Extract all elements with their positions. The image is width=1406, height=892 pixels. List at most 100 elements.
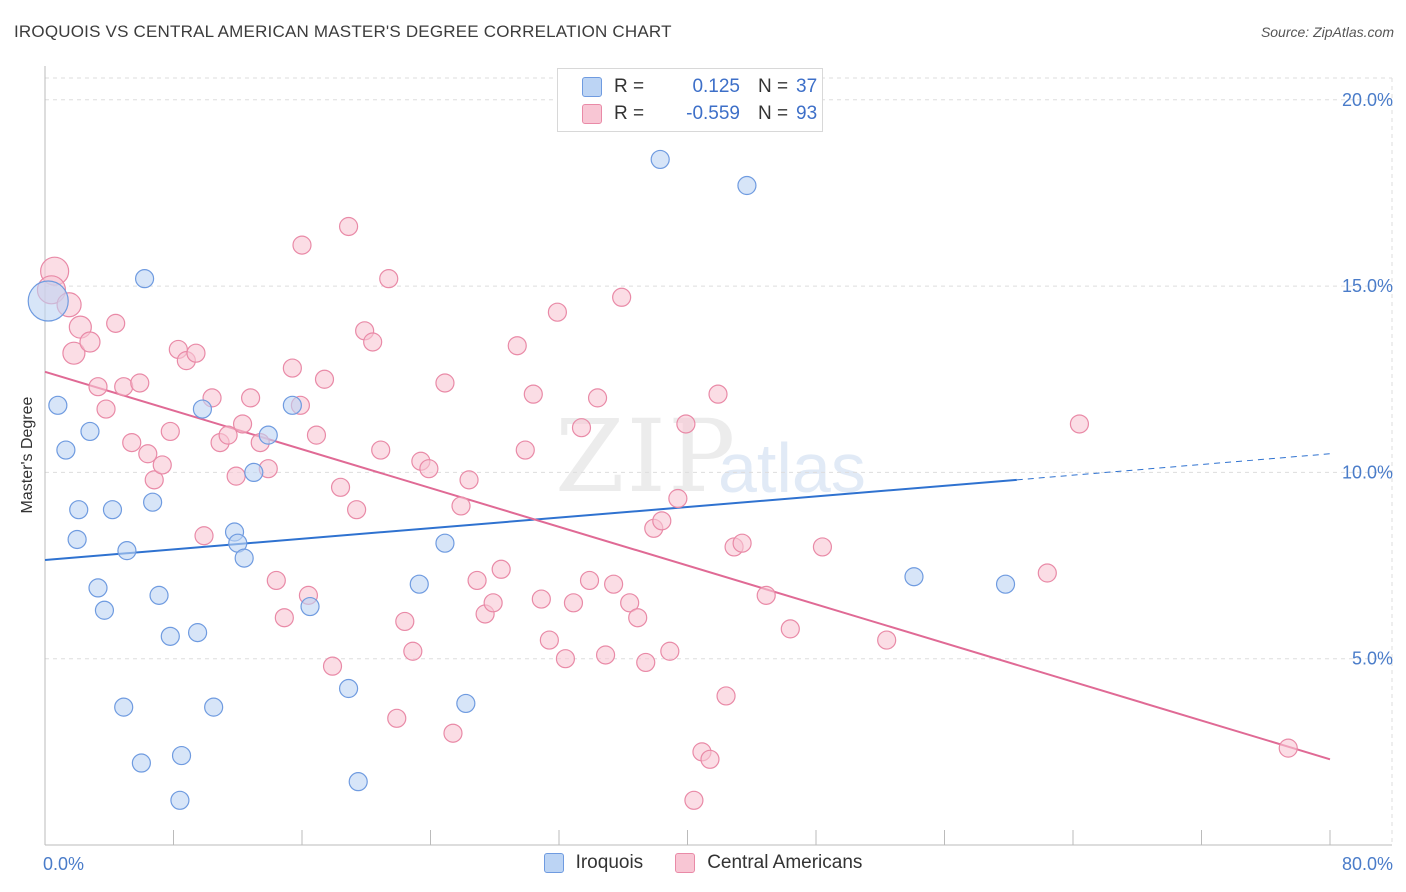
central-americans-point — [122, 432, 142, 453]
central-americans-point — [563, 593, 584, 613]
central-americans-point — [539, 630, 559, 650]
central-americans-point — [628, 608, 648, 628]
central-americans-point — [515, 440, 535, 460]
central-americans-point — [232, 414, 253, 434]
central-americans-point — [812, 537, 833, 557]
iroquois-point — [348, 772, 368, 792]
y-tick-label: 15.0% — [1342, 276, 1393, 296]
source-label: Source: ZipAtlas.com — [1260, 24, 1394, 40]
central-americans-point — [330, 477, 351, 497]
iroquois-swatch — [582, 77, 602, 97]
iroquois-point — [300, 596, 320, 617]
axes — [44, 66, 1392, 846]
iroquois-point — [737, 175, 757, 196]
legend-n-label: N = — [758, 76, 789, 97]
central-americans-point — [274, 608, 294, 628]
x-tick-label: 80.0% — [1342, 854, 1393, 874]
central-americans-point — [403, 641, 423, 661]
gridlines — [45, 77, 1393, 845]
central-americans-point — [395, 611, 415, 632]
central-americans-point — [114, 377, 134, 397]
iroquois-point — [69, 500, 89, 520]
central-americans-point — [443, 723, 463, 743]
central-americans-point — [88, 377, 108, 397]
y-tick-label: 5.0% — [1352, 649, 1393, 669]
central-americans-point — [160, 421, 180, 442]
central-americans-point — [652, 511, 672, 531]
central-americans-point — [491, 559, 511, 579]
iroquois-point — [27, 280, 69, 322]
iroquois-point — [409, 574, 429, 594]
legend-n-value: 93 — [796, 103, 818, 124]
iroquois-point — [904, 567, 924, 587]
y-tick-label: 20.0% — [1342, 90, 1393, 110]
iroquois-point — [131, 753, 151, 773]
iroquois-point — [456, 693, 476, 714]
iroquois-point — [171, 745, 192, 766]
central-americans-point — [780, 619, 800, 639]
central-americans-point — [612, 287, 632, 307]
central-americans-point — [194, 526, 214, 546]
central-americans-point — [483, 593, 503, 613]
central-americans-point — [379, 269, 399, 289]
trend-line-extension — [1016, 453, 1331, 481]
central-americans-point — [531, 589, 551, 609]
central-americans-point — [877, 630, 897, 650]
iroquois-point — [160, 626, 180, 646]
iroquois-point — [244, 462, 264, 483]
central-americans-point — [579, 570, 600, 591]
iroquois-point — [258, 425, 278, 445]
iroquois-point — [56, 440, 76, 460]
iroquois-point — [995, 574, 1016, 594]
central-americans-point — [571, 418, 592, 438]
iroquois-point — [94, 600, 115, 620]
legend-r-value: 0.125 — [692, 76, 740, 97]
central-americans-point — [555, 649, 576, 669]
central-americans-point — [96, 399, 116, 419]
iroquois-point — [67, 529, 87, 550]
legend-r-value: -0.559 — [686, 103, 740, 124]
legend-row-central-americans: R = -0.559 N = 93 — [582, 101, 817, 127]
central-americans-point — [306, 425, 327, 445]
central-americans-point — [507, 336, 527, 356]
central-americans-point — [636, 652, 656, 673]
central-americans-point — [676, 414, 696, 434]
central-americans-point — [79, 331, 101, 353]
legend-n-value: 37 — [796, 76, 818, 97]
iroquois-point — [114, 697, 134, 717]
legend-item-central-americans: Central Americans — [675, 852, 862, 874]
chart-title: IROQUOIS VS CENTRAL AMERICAN MASTER'S DE… — [14, 22, 672, 41]
central-americans-point — [604, 574, 624, 594]
legend-label-iroquois: Iroquois — [575, 852, 644, 873]
central-americans-point — [62, 341, 86, 365]
series-legend: Iroquois Central Americans — [0, 852, 1406, 874]
legend-r-label: R = — [614, 103, 645, 124]
central-americans-point — [459, 470, 479, 490]
central-americans-point — [1037, 563, 1057, 583]
central-americans-point — [218, 425, 238, 445]
central-americans-point — [241, 388, 261, 408]
central-americans-point — [700, 749, 720, 769]
central-americans-point — [266, 570, 286, 591]
legend-n-label: N = — [758, 103, 789, 124]
central-americans-point — [523, 384, 543, 404]
central-americans-point — [387, 708, 407, 728]
watermark-zip: ZIP — [555, 398, 738, 515]
central-americans-point — [451, 496, 471, 516]
central-americans-point — [314, 369, 335, 389]
central-americans-point — [138, 444, 158, 464]
iroquois-point — [170, 790, 190, 810]
iroquois-point — [204, 697, 224, 717]
central-americans-swatch — [582, 104, 602, 124]
central-americans-point — [435, 373, 455, 393]
legend-label-central-americans: Central Americans — [707, 852, 863, 873]
legend-row-iroquois: R = 0.125 N = 37 — [582, 74, 817, 100]
central-americans-point — [363, 332, 383, 352]
central-americans-point — [756, 585, 776, 605]
central-americans-point — [292, 235, 312, 255]
iroquois-swatch — [543, 853, 564, 873]
central-americans-point — [668, 488, 688, 509]
central-americans-point — [226, 466, 246, 486]
trend-line-iroquois — [44, 478, 1017, 561]
data-points — [27, 149, 1298, 810]
